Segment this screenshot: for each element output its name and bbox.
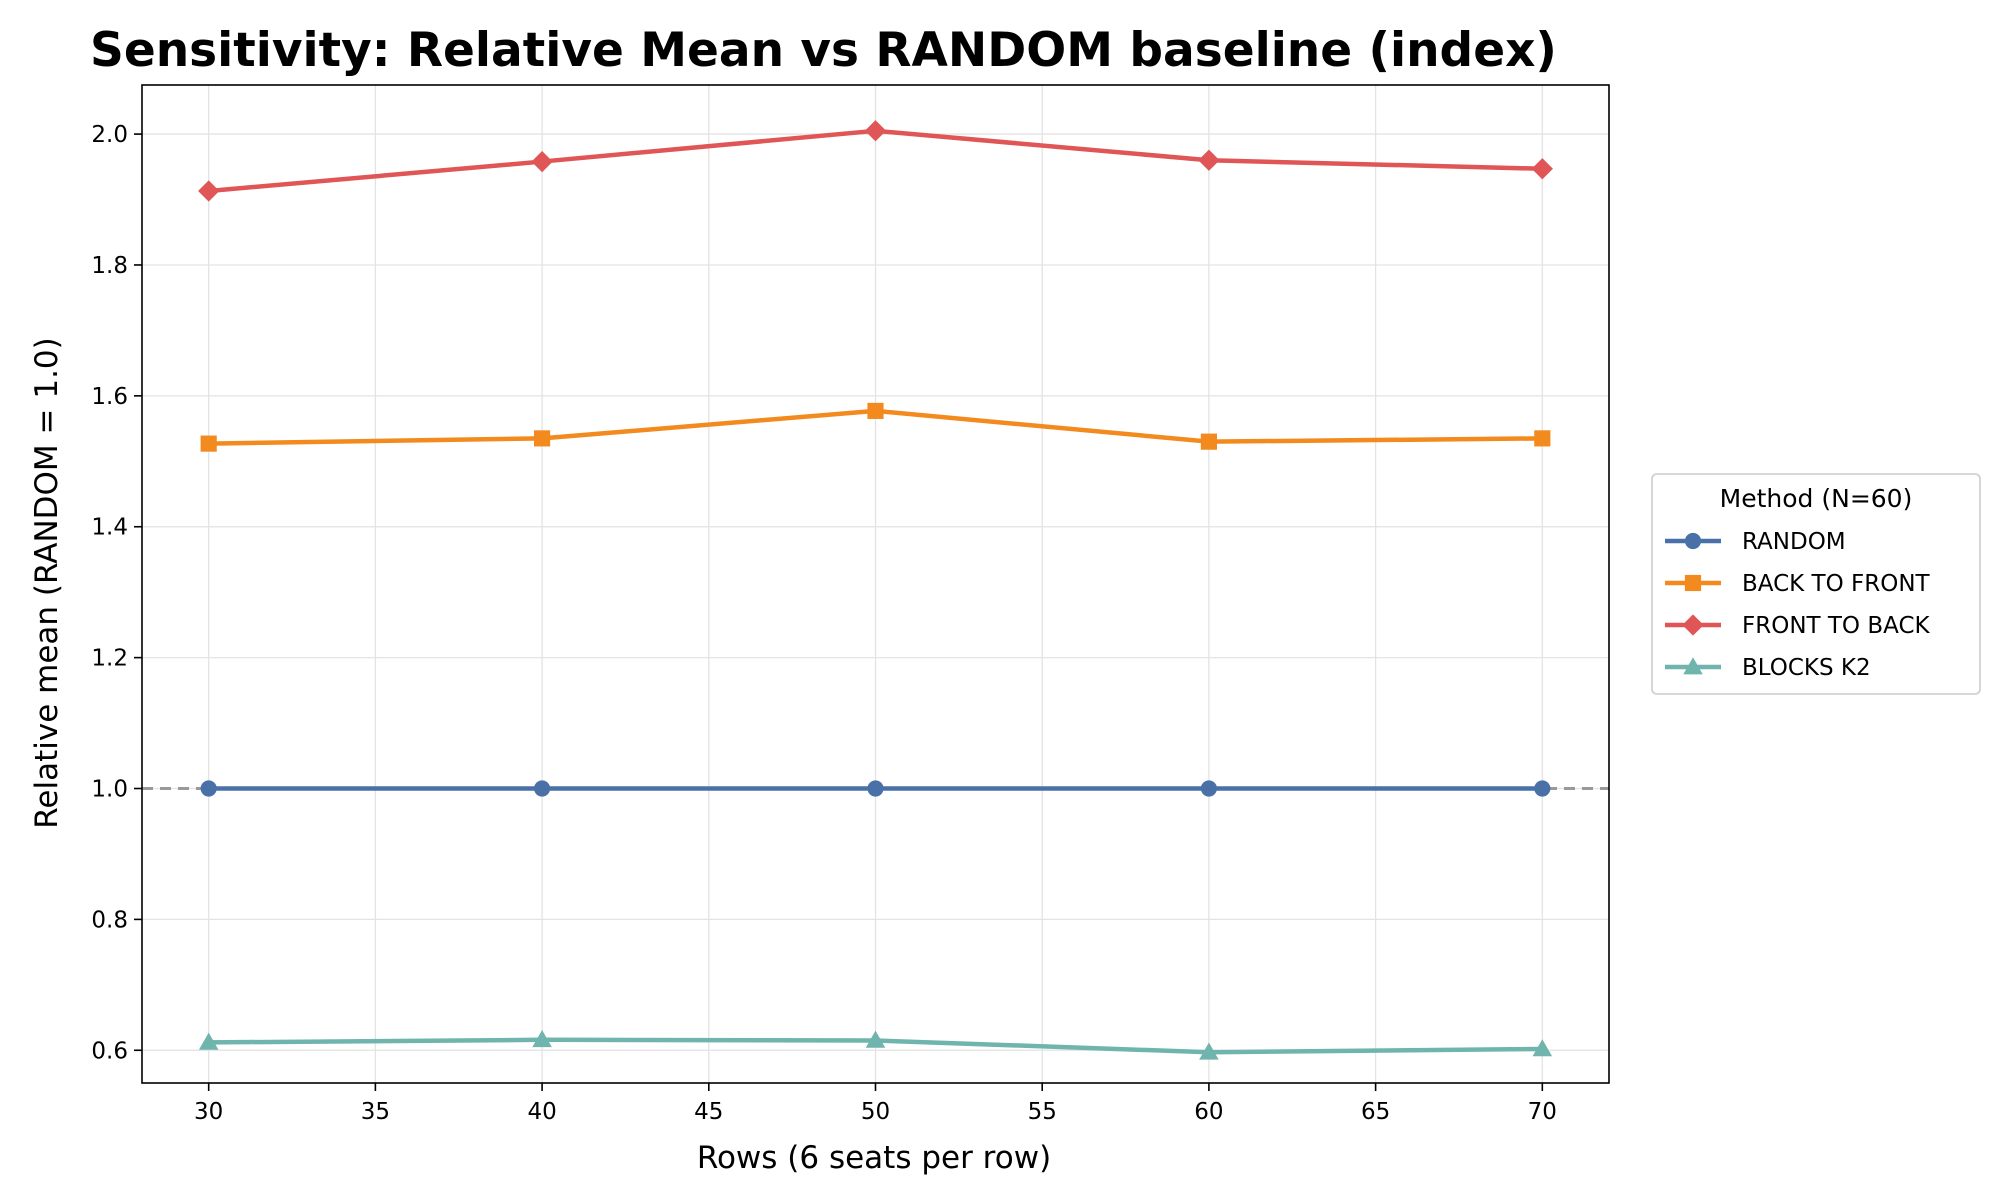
x-axis-label: Rows (6 seats per row) — [697, 1140, 1051, 1176]
legend-title: Method (N=60) — [1720, 484, 1913, 513]
y-tick-label: 1.6 — [91, 384, 128, 410]
data-point — [865, 1030, 886, 1048]
data-point — [1199, 1042, 1219, 1060]
data-point — [1200, 780, 1217, 797]
x-tick-label: 60 — [1194, 1099, 1223, 1125]
data-point — [1534, 430, 1551, 447]
y-tick-label: 1.4 — [91, 515, 128, 541]
x-tick-label: 50 — [861, 1099, 890, 1125]
legend-label: RANDOM — [1742, 529, 1846, 555]
x-tick-label: 65 — [1361, 1099, 1390, 1125]
legend-marker — [1682, 614, 1704, 636]
series-random — [200, 780, 1551, 797]
data-point — [1198, 149, 1220, 171]
legend-marker — [1683, 657, 1703, 675]
y-axis: 0.6 0.8 1.0 1.2 1.4 1.6 1.8 2.0 — [91, 122, 142, 1064]
data-point — [1531, 158, 1553, 180]
legend-label: BACK TO FRONT — [1742, 571, 1931, 597]
x-tick-label: 40 — [527, 1099, 556, 1125]
series-layer — [198, 120, 1553, 1060]
data-point — [200, 435, 217, 452]
data-point — [532, 1030, 552, 1048]
data-point — [534, 780, 551, 797]
legend-marker — [1684, 532, 1702, 550]
legend: Method (N=60) RANDOM BACK TO FRONT FRONT T… — [1651, 473, 1981, 695]
x-tick-label: 35 — [361, 1099, 390, 1125]
x-axis: 30 35 40 45 50 55 60 65 70 — [194, 1083, 1557, 1125]
series-front-to-back — [198, 120, 1553, 202]
y-tick-label: 0.6 — [91, 1038, 128, 1064]
legend-item: FRONT TO BACK — [1665, 613, 1931, 639]
data-point — [1532, 1039, 1553, 1057]
data-point — [200, 780, 217, 797]
grid — [142, 85, 1609, 1083]
legend-item: RANDOM — [1665, 529, 1846, 555]
data-point — [867, 780, 884, 797]
data-point — [867, 402, 884, 419]
legend-label: FRONT TO BACK — [1742, 613, 1931, 639]
legend-marker — [1684, 574, 1702, 592]
x-tick-label: 45 — [694, 1099, 723, 1125]
y-tick-label: 1.8 — [91, 253, 128, 279]
legend-box — [1651, 473, 1981, 695]
data-point — [534, 430, 551, 447]
data-point — [198, 180, 220, 202]
x-tick-label: 55 — [1028, 1099, 1057, 1125]
y-axis-label: Relative mean (RANDOM = 1.0) — [29, 337, 65, 829]
data-point — [864, 120, 887, 142]
y-tick-label: 2.0 — [91, 122, 128, 148]
data-point — [1534, 780, 1551, 797]
data-point — [198, 1032, 219, 1050]
data-point — [1200, 433, 1217, 450]
y-tick-label: 1.0 — [91, 777, 128, 803]
series-blocks-k2 — [198, 1030, 1553, 1060]
x-tick-label: 30 — [194, 1099, 223, 1125]
y-tick-label: 1.2 — [91, 646, 128, 672]
legend-item: BACK TO FRONT — [1665, 571, 1931, 597]
legend-label: BLOCKS K2 — [1742, 655, 1871, 681]
legend-items: RANDOM BACK TO FRONT FRONT TO BACK BLOCKS K… — [1665, 529, 1931, 681]
series-back-to-front — [200, 402, 1551, 452]
x-tick-label: 70 — [1528, 1099, 1557, 1125]
legend-item: BLOCKS K2 — [1665, 655, 1871, 681]
data-point — [531, 150, 553, 173]
chart-title: Sensitivity: Relative Mean vs RANDOM bas… — [90, 23, 1557, 78]
y-tick-label: 0.8 — [91, 907, 128, 933]
